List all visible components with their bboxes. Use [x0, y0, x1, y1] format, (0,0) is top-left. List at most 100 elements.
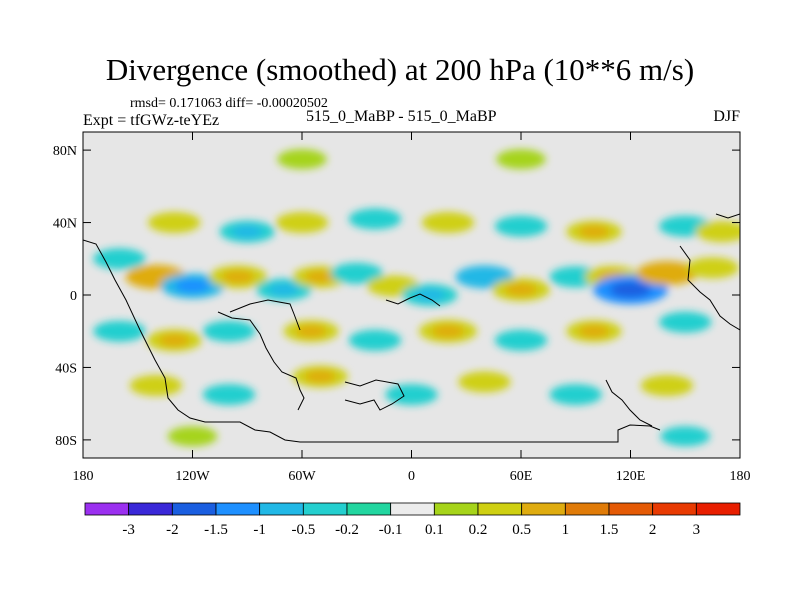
anomaly-core — [305, 270, 336, 283]
coast-east-asia — [679, 245, 740, 331]
colorbar-swatch — [215, 502, 261, 516]
anomaly-cell — [458, 371, 511, 393]
anomaly-core — [232, 225, 263, 238]
anomaly-core — [159, 334, 190, 347]
anomaly-cell — [148, 212, 201, 234]
anomaly-core — [414, 288, 445, 302]
coast-andes — [217, 311, 305, 411]
experiment-label: Expt = tfGWz-teYEz — [83, 112, 220, 129]
colorbar-swatch — [564, 502, 610, 516]
anomaly-cell — [385, 384, 438, 406]
anomaly-core — [268, 283, 299, 296]
colorbar-swatch — [84, 502, 130, 516]
colorbar-swatch — [433, 502, 479, 516]
colorbar-label: -2 — [166, 522, 179, 538]
y-tick-label: 80N — [53, 144, 77, 159]
stats-label: rmsd= 0.171063 diff= -0.00020502 — [130, 96, 328, 111]
coast-se-asia — [385, 293, 441, 307]
anomaly-cell — [496, 149, 546, 170]
colorbar-label: 2 — [649, 522, 657, 538]
divergence-field — [93, 149, 740, 447]
anomaly-cell — [494, 215, 548, 237]
anomaly-cell — [494, 329, 548, 351]
colorbar-label: -1 — [253, 522, 266, 538]
colorbar-label: 0.5 — [512, 522, 531, 538]
anomaly-cell — [686, 257, 739, 279]
anomaly-cell — [129, 375, 183, 397]
colorbar-swatch — [652, 502, 697, 516]
y-tick-label: 80S — [55, 434, 77, 449]
colorbar-label: -0.1 — [379, 522, 403, 538]
plot-area: 180 120W 60W 0 60E 120E 180 80N 40N 0 40S 80S — [53, 131, 751, 484]
colorbar-swatch — [390, 502, 435, 516]
anomaly-core — [578, 225, 610, 238]
colorbar-label: 3 — [693, 522, 701, 538]
anomaly-cell — [640, 375, 694, 397]
y-tick-label: 0 — [70, 289, 77, 304]
anomaly-cell — [695, 221, 740, 243]
colorbar-swatch — [259, 502, 304, 516]
colorbar-label: 0.1 — [425, 522, 444, 538]
anomaly-core — [295, 325, 327, 338]
anomaly-cell — [93, 248, 146, 270]
colorbar-label: -0.2 — [335, 522, 359, 538]
coastline — [83, 213, 740, 443]
anomaly-cell — [93, 320, 146, 342]
coast-central-america — [229, 299, 301, 331]
coast-australia — [605, 379, 653, 427]
anomaly-core — [175, 279, 210, 293]
colorbar-label: -1.5 — [204, 522, 228, 538]
chart-title: Divergence (smoothed) at 200 hPa (10**6 … — [105, 52, 695, 87]
colorbar-label: -0.5 — [291, 522, 315, 538]
x-tick-label: 120W — [175, 469, 210, 484]
colorbar-label: 1 — [562, 522, 570, 538]
anomaly-cell — [348, 208, 402, 230]
colorbar: -3 -2 -1.5 -1 -0.5 -0.2 -0.1 0.1 0.2 0.5 1 1.5 2 3 — [84, 502, 741, 538]
anomaly-core — [650, 266, 684, 280]
anomaly-cell — [202, 384, 256, 406]
anomaly-cell — [659, 311, 712, 333]
anomaly-core — [609, 281, 652, 298]
anomaly-core — [432, 324, 464, 338]
anomaly-core — [222, 270, 255, 284]
season-label: DJF — [713, 108, 740, 125]
x-axis: 180 120W 60W 0 60E 120E 180 — [73, 132, 751, 484]
y-axis: 80N 40N 0 40S 80S — [53, 144, 740, 449]
comparison-label: 515_0_MaBP - 515_0_MaBP — [306, 108, 497, 125]
colorbar-label: 1.5 — [600, 522, 619, 538]
coast-pacific-rim — [715, 213, 740, 219]
colorbar-swatch — [171, 502, 217, 516]
anomaly-cell — [202, 320, 256, 342]
anomaly-core — [468, 270, 501, 284]
colorbar-label: 0.2 — [469, 522, 488, 538]
y-tick-label: 40S — [55, 361, 77, 376]
x-tick-label: 60W — [288, 469, 316, 484]
anomaly-core — [505, 283, 537, 296]
colorbar-swatch — [302, 502, 348, 516]
anomaly-cell — [277, 149, 327, 170]
anomaly-core — [578, 325, 610, 338]
anomaly-cell — [348, 329, 402, 351]
x-tick-label: 60E — [510, 469, 533, 484]
colorbar-swatch — [477, 502, 523, 516]
x-tick-label: 180 — [730, 469, 751, 484]
coast-africa — [344, 379, 405, 411]
colorbar-swatch — [521, 502, 566, 516]
anomaly-cell — [330, 262, 383, 284]
colorbar-label: -3 — [122, 522, 135, 538]
colorbar-swatch — [128, 502, 173, 516]
colorbar-swatch — [346, 502, 392, 516]
colorbar-swatch — [608, 502, 654, 516]
anomaly-cell — [549, 384, 602, 406]
y-tick-label: 40N — [53, 217, 77, 232]
x-tick-label: 120E — [616, 469, 646, 484]
anomaly-cell — [167, 426, 218, 447]
anomaly-cell — [275, 212, 329, 234]
anomaly-cell — [421, 212, 475, 234]
x-tick-label: 0 — [408, 469, 415, 484]
anomaly-core — [305, 370, 336, 383]
anomaly-cell — [660, 426, 711, 447]
colorbar-swatch — [695, 502, 741, 516]
coast-americas — [83, 239, 661, 443]
